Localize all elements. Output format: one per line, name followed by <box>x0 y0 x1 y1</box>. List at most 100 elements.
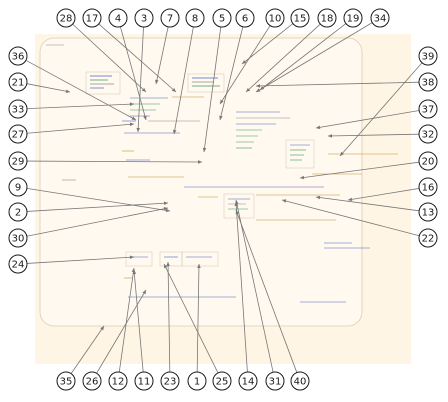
leader-line-12 <box>118 267 135 373</box>
snippet-box-bottom-left <box>125 251 153 267</box>
callout-marker-33 <box>8 99 28 119</box>
callout-marker-37 <box>418 99 438 119</box>
leader-line-31 <box>235 199 274 373</box>
callout-marker-30 <box>8 228 28 248</box>
leader-arrowhead-29 <box>197 160 202 164</box>
callout-label-11: 11 <box>138 377 151 388</box>
leader-arrowhead-12 <box>131 268 136 273</box>
leader-arrowhead-26 <box>142 290 146 295</box>
leader-line-6 <box>219 26 244 121</box>
leader-arrowhead-9 <box>165 208 170 213</box>
callout-marker-36 <box>8 46 28 66</box>
leader-line-25 <box>163 263 219 374</box>
leader-arrowhead-20 <box>300 175 305 180</box>
leader-arrowhead-1 <box>197 264 201 269</box>
callout-label-3: 3 <box>141 14 147 25</box>
leader-arrowhead-28 <box>141 87 146 92</box>
leader-line-5 <box>203 26 222 153</box>
callout-marker-22 <box>418 228 438 248</box>
callout-marker-7 <box>160 8 180 28</box>
callout-marker-39 <box>418 46 438 66</box>
leader-line-17 <box>98 23 177 93</box>
leader-arrowhead-5 <box>202 147 207 152</box>
callout-label-24: 24 <box>12 260 25 271</box>
leader-arrowhead-13 <box>316 195 321 200</box>
leader-arrowhead-38 <box>256 84 261 88</box>
leader-line-16 <box>347 188 420 201</box>
callout-label-36: 36 <box>12 52 25 63</box>
callout-marker-21 <box>8 72 28 92</box>
callout-marker-35 <box>56 371 76 391</box>
leader-line-40 <box>235 209 298 373</box>
callout-label-20: 20 <box>422 157 435 168</box>
callout-marker-9 <box>8 177 28 197</box>
callout-label-13: 13 <box>422 208 435 219</box>
callout-label-27: 27 <box>12 130 25 141</box>
leader-line-23 <box>167 261 171 373</box>
callout-label-35: 35 <box>60 377 73 388</box>
callout-marker-23 <box>160 371 180 391</box>
leader-line-21 <box>26 83 71 93</box>
callout-marker-14 <box>238 371 258 391</box>
leader-line-2 <box>26 202 169 212</box>
leader-arrowhead-30 <box>163 207 168 211</box>
callout-label-14: 14 <box>242 377 255 388</box>
callout-marker-18 <box>317 8 337 28</box>
leader-arrowhead-15 <box>242 60 247 64</box>
callout-label-17: 17 <box>86 14 99 25</box>
leader-arrowhead-25 <box>164 264 168 269</box>
callout-marker-2 <box>8 202 28 222</box>
callout-label-5: 5 <box>219 14 225 25</box>
callout-label-2: 2 <box>15 208 21 219</box>
leader-line-30 <box>26 207 169 237</box>
callout-label-37: 37 <box>422 105 435 116</box>
callout-marker-1 <box>187 371 207 391</box>
leader-line-8 <box>173 26 194 135</box>
callout-marker-16 <box>418 177 438 197</box>
callout-label-4: 4 <box>115 14 121 25</box>
leader-line-20 <box>299 161 420 179</box>
leader-line-1 <box>196 263 200 373</box>
callout-marker-4 <box>108 8 128 28</box>
snippet-box-top-left <box>85 71 121 95</box>
callout-label-6: 6 <box>242 14 248 25</box>
leader-line-7 <box>155 26 169 85</box>
leader-arrowhead-16 <box>348 197 353 202</box>
leader-line-36 <box>25 59 137 121</box>
callout-label-29: 29 <box>12 157 25 168</box>
snippet-box-top-center <box>187 73 225 93</box>
callout-label-25: 25 <box>216 377 229 388</box>
callout-marker-8 <box>185 8 205 28</box>
callout-marker-38 <box>418 72 438 92</box>
callout-marker-26 <box>82 371 102 391</box>
leader-line-29 <box>26 160 203 163</box>
callout-marker-17 <box>82 8 102 28</box>
leader-arrowhead-18 <box>246 87 251 92</box>
callout-label-18: 18 <box>321 14 334 25</box>
leader-line-13 <box>315 196 420 212</box>
leader-arrowhead-21 <box>65 89 70 94</box>
leader-arrowhead-36 <box>131 116 136 120</box>
leader-line-27 <box>26 123 135 134</box>
callout-label-10: 10 <box>269 14 282 25</box>
leader-arrowhead-10 <box>220 99 224 104</box>
callout-label-9: 9 <box>15 183 21 194</box>
leader-line-10 <box>219 25 271 105</box>
leader-arrowhead-27 <box>129 122 134 127</box>
callout-marker-20 <box>418 151 438 171</box>
callout-label-16: 16 <box>422 183 435 194</box>
callout-marker-24 <box>8 254 28 274</box>
leader-line-34 <box>255 22 373 93</box>
leader-arrowhead-23 <box>166 262 170 267</box>
leader-arrowhead-32 <box>328 134 333 138</box>
leader-arrowhead-33 <box>129 102 134 106</box>
leader-line-4 <box>119 26 147 121</box>
leader-arrowhead-40 <box>235 210 240 215</box>
leader-line-26 <box>96 289 147 374</box>
callout-marker-19 <box>343 8 363 28</box>
callout-marker-6 <box>235 8 255 28</box>
leader-line-22 <box>281 199 420 237</box>
callout-marker-27 <box>8 124 28 144</box>
